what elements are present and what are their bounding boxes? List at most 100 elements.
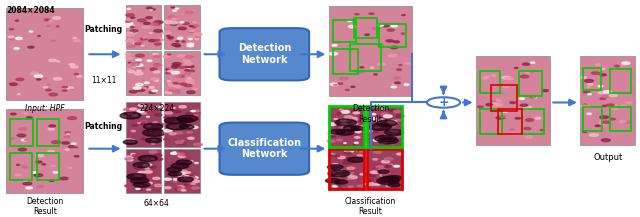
Circle shape (184, 176, 189, 178)
Circle shape (188, 120, 195, 122)
Circle shape (141, 123, 144, 124)
Circle shape (341, 110, 349, 113)
Circle shape (71, 143, 76, 145)
Circle shape (133, 42, 140, 44)
Circle shape (335, 155, 340, 157)
Circle shape (189, 26, 193, 27)
Circle shape (584, 91, 589, 93)
Circle shape (56, 26, 59, 27)
Circle shape (193, 178, 196, 179)
Circle shape (184, 128, 188, 129)
Circle shape (392, 84, 397, 85)
Circle shape (139, 68, 145, 70)
FancyBboxPatch shape (164, 102, 200, 147)
Circle shape (358, 127, 365, 129)
Circle shape (175, 8, 179, 9)
Circle shape (360, 151, 363, 152)
Circle shape (195, 112, 200, 114)
Circle shape (168, 172, 182, 176)
Circle shape (335, 183, 340, 185)
Circle shape (177, 188, 184, 190)
Circle shape (127, 24, 131, 25)
Circle shape (19, 148, 26, 151)
Circle shape (34, 174, 43, 177)
Circle shape (175, 141, 183, 143)
Circle shape (535, 117, 541, 119)
Circle shape (380, 119, 385, 121)
Circle shape (604, 91, 611, 93)
FancyBboxPatch shape (220, 28, 309, 80)
Circle shape (371, 177, 378, 179)
Circle shape (491, 100, 496, 102)
FancyBboxPatch shape (367, 107, 402, 147)
Circle shape (389, 110, 396, 112)
Circle shape (125, 156, 133, 158)
Circle shape (534, 97, 537, 98)
Circle shape (332, 164, 338, 165)
Circle shape (125, 158, 132, 160)
Circle shape (21, 139, 27, 141)
Circle shape (45, 89, 51, 91)
Circle shape (186, 81, 194, 84)
Circle shape (329, 52, 338, 55)
Circle shape (131, 154, 135, 155)
FancyBboxPatch shape (367, 149, 402, 189)
Circle shape (171, 7, 175, 8)
Circle shape (524, 127, 531, 130)
Circle shape (390, 135, 396, 137)
Circle shape (138, 155, 157, 161)
Circle shape (189, 31, 194, 32)
Circle shape (166, 168, 181, 172)
Circle shape (602, 95, 608, 98)
Circle shape (190, 43, 194, 44)
Circle shape (127, 20, 131, 21)
Circle shape (612, 108, 618, 110)
Circle shape (164, 112, 173, 114)
Circle shape (195, 162, 198, 163)
Circle shape (340, 120, 346, 122)
Circle shape (177, 115, 198, 122)
Circle shape (129, 25, 134, 26)
Circle shape (166, 104, 174, 106)
Circle shape (402, 15, 405, 16)
Circle shape (328, 155, 335, 156)
Circle shape (600, 68, 605, 70)
Circle shape (328, 181, 334, 183)
Circle shape (134, 115, 138, 116)
Circle shape (354, 173, 360, 174)
Circle shape (626, 102, 632, 104)
FancyBboxPatch shape (476, 56, 550, 145)
Circle shape (168, 182, 172, 184)
Circle shape (142, 154, 150, 156)
Circle shape (359, 128, 364, 129)
Circle shape (344, 128, 352, 130)
Circle shape (600, 116, 609, 119)
Circle shape (506, 77, 513, 80)
Circle shape (193, 88, 198, 90)
Circle shape (173, 181, 178, 182)
Circle shape (126, 14, 134, 16)
Circle shape (580, 105, 589, 107)
Circle shape (377, 44, 383, 46)
Circle shape (186, 179, 193, 181)
Circle shape (353, 131, 361, 133)
Circle shape (386, 185, 391, 187)
Circle shape (381, 24, 389, 27)
Circle shape (14, 48, 19, 49)
Circle shape (353, 134, 357, 135)
Circle shape (372, 163, 381, 166)
Text: +: + (438, 96, 449, 109)
Circle shape (169, 133, 176, 135)
Circle shape (141, 112, 147, 114)
FancyBboxPatch shape (126, 149, 161, 193)
Circle shape (583, 104, 587, 105)
Circle shape (150, 86, 154, 87)
Circle shape (132, 154, 140, 157)
Circle shape (376, 166, 383, 168)
Circle shape (373, 139, 380, 141)
Circle shape (540, 129, 544, 131)
Circle shape (344, 152, 351, 154)
Circle shape (147, 134, 152, 136)
Circle shape (23, 182, 32, 185)
Circle shape (170, 125, 179, 128)
